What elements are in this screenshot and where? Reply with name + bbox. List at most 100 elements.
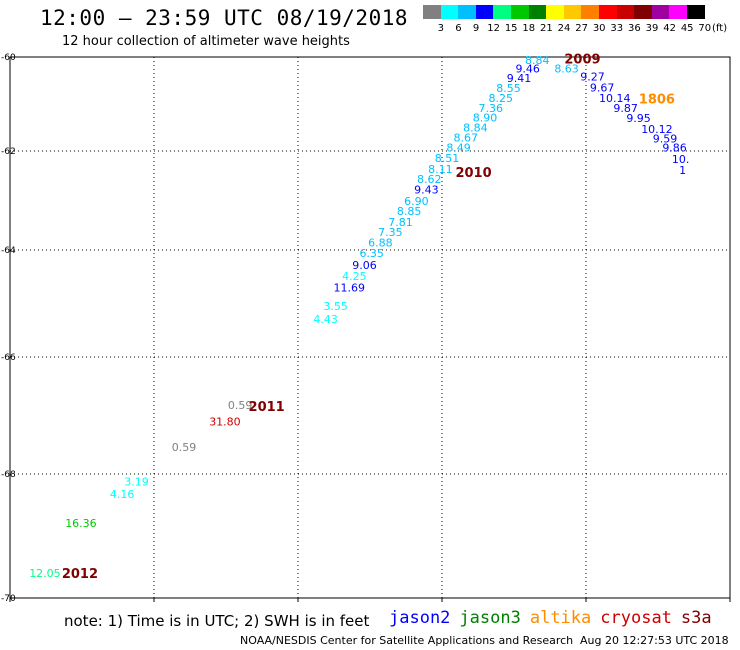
wave-height-label: 8.11 bbox=[428, 163, 453, 176]
color-tick-label: 30 bbox=[592, 23, 606, 34]
wave-height-label: 8.25 bbox=[489, 92, 514, 105]
color-swatch bbox=[511, 5, 530, 19]
wave-height-label: 8.84 bbox=[463, 122, 488, 135]
wave-height-label: 8.63 bbox=[554, 62, 579, 75]
wave-height-label: 12.05 bbox=[29, 567, 61, 580]
wave-height-label: 7.36 bbox=[478, 102, 503, 115]
satellite-legend: jason2 jason3 altika cryosat s3a bbox=[389, 608, 721, 628]
color-tick-label: 18 bbox=[522, 23, 536, 34]
wave-height-label: 9.41 bbox=[507, 72, 532, 85]
color-tick-label: 45 bbox=[680, 23, 694, 34]
wave-height-label: 8.55 bbox=[496, 82, 521, 95]
color-swatch bbox=[563, 5, 582, 19]
wave-height-label: 3.19 bbox=[124, 475, 148, 488]
color-swatch bbox=[528, 5, 547, 19]
wave-height-label: 7.35 bbox=[378, 226, 403, 239]
time-label: 2009 bbox=[564, 52, 600, 67]
wave-height-label: 9.59 bbox=[653, 132, 678, 145]
color-tick-label: 24 bbox=[557, 23, 571, 34]
wave-height-label: 6.90 bbox=[404, 195, 429, 208]
plot-frame bbox=[9, 56, 731, 599]
color-swatch bbox=[687, 5, 706, 19]
color-swatch bbox=[546, 5, 565, 19]
wave-height-label: 9.27 bbox=[580, 71, 605, 84]
chart-subtitle: 12 hour collection of altimeter wave hei… bbox=[62, 34, 350, 49]
color-tick-label: 6 bbox=[455, 23, 462, 34]
time-label: 1806 bbox=[639, 92, 675, 107]
wave-height-label: 8.90 bbox=[473, 112, 498, 125]
wave-height-label: 7.81 bbox=[388, 216, 413, 229]
wave-height-label: 10. bbox=[672, 153, 690, 166]
y-tick-label: -70 bbox=[1, 594, 16, 604]
wave-height-label: 9.46 bbox=[515, 62, 540, 75]
color-swatch bbox=[493, 5, 512, 19]
color-tick-label: 3 bbox=[437, 23, 444, 34]
wave-height-label: 3.55 bbox=[323, 300, 348, 313]
color-swatch bbox=[475, 5, 494, 19]
credit-line: NOAA/NESDIS Center for Satellite Applica… bbox=[240, 634, 574, 647]
color-swatch bbox=[423, 5, 442, 19]
wave-height-label: 10.14 bbox=[599, 92, 631, 105]
y-tick-label: -68 bbox=[1, 470, 16, 480]
y-tick-label: -64 bbox=[1, 246, 16, 256]
wave-height-label: 16.36 bbox=[65, 517, 97, 530]
color-tick-label: 27 bbox=[575, 23, 588, 34]
y-tick-label: -66 bbox=[1, 353, 16, 363]
y-tick-label: -62 bbox=[1, 147, 16, 157]
wave-height-label: 6.88 bbox=[368, 237, 393, 250]
wave-height-label: 11.69 bbox=[334, 281, 366, 294]
satellite-jason3: jason3 bbox=[459, 608, 521, 628]
satellite-s3a: s3a bbox=[680, 608, 712, 628]
color-swatch bbox=[599, 5, 618, 19]
color-tick-label: 36 bbox=[628, 23, 641, 34]
color-swatch bbox=[616, 5, 635, 19]
color-tick-label: 12 bbox=[487, 23, 500, 34]
wave-height-label: 9.87 bbox=[613, 102, 638, 115]
wave-height-label: 8.85 bbox=[397, 205, 422, 218]
wave-height-label: 31.80 bbox=[209, 415, 241, 428]
time-label: 2010 bbox=[455, 166, 491, 181]
time-label: 2011 bbox=[249, 400, 285, 415]
wave-height-label: 9.67 bbox=[590, 82, 615, 95]
wave-height-label: 4.25 bbox=[342, 270, 367, 283]
satellite-jason2: jason2 bbox=[389, 608, 451, 628]
wave-height-label: 8.67 bbox=[454, 131, 479, 144]
satellite-cryosat: cryosat bbox=[600, 608, 672, 628]
chart-title: 12:00 – 23:59 UTC 08/19/2018 bbox=[40, 6, 409, 30]
color-tick-label: 70 bbox=[698, 23, 712, 34]
wave-height-label: 9.86 bbox=[662, 142, 687, 155]
wave-height-label: 10.12 bbox=[641, 123, 673, 136]
wave-height-label: 8.84 bbox=[525, 54, 550, 67]
wave-height-label: 0.59 bbox=[172, 441, 197, 454]
color-swatch bbox=[634, 5, 653, 19]
wave-height-label: 8.51 bbox=[435, 152, 460, 165]
wave-height-label: 0.59 bbox=[228, 399, 253, 412]
color-tick-label: 9 bbox=[472, 23, 480, 34]
color-swatch bbox=[458, 5, 477, 19]
color-unit-label: (ft) bbox=[712, 23, 728, 34]
y-tick-label: -60 bbox=[1, 53, 16, 63]
wave-height-label: 6.35 bbox=[359, 247, 384, 260]
wave-height-label: 9.95 bbox=[626, 112, 651, 125]
color-tick-label: 39 bbox=[645, 23, 659, 34]
wave-height-label: 4.43 bbox=[313, 313, 338, 326]
wave-height-label: 8.62 bbox=[417, 173, 442, 186]
wave-height-label: 8.49 bbox=[446, 142, 471, 155]
time-label: 2012 bbox=[62, 567, 98, 582]
altimeter-wave-height-plot: -180-177-174-171-168-165-60-62-64-66-68-… bbox=[1, 52, 731, 604]
color-tick-label: 33 bbox=[610, 23, 624, 34]
color-swatch bbox=[581, 5, 600, 19]
generation-timestamp: Aug 20 12:27:53 UTC 2018 bbox=[580, 634, 729, 647]
color-swatch bbox=[651, 5, 670, 19]
satellite-altika: altika bbox=[529, 608, 592, 628]
color-tick-label: 15 bbox=[504, 23, 518, 34]
color-tick-label: 21 bbox=[540, 23, 553, 34]
color-swatch bbox=[440, 5, 459, 19]
color-swatch bbox=[669, 5, 688, 19]
wave-height-label: 4.16 bbox=[110, 488, 135, 501]
wave-height-label: 9.06 bbox=[352, 259, 377, 272]
wave-height-label: 1 bbox=[679, 164, 686, 177]
units-note: note: 1) Time is in UTC; 2) SWH is in fe… bbox=[64, 612, 370, 630]
color-tick-label: 42 bbox=[663, 23, 676, 34]
wave-height-label: 9.43 bbox=[414, 184, 439, 197]
